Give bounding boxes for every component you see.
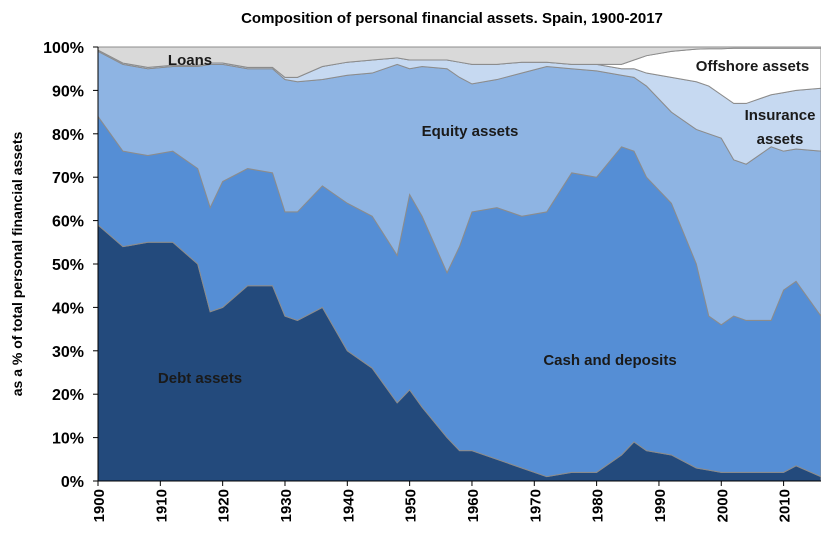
x-tick-label: 2010 <box>777 489 794 522</box>
y-tick-label: 50% <box>52 257 84 274</box>
area-label: Equity assets <box>421 123 519 140</box>
y-tick-label: 0% <box>61 474 84 491</box>
area-label: Loans <box>167 52 213 69</box>
y-tick-label: 10% <box>52 431 84 448</box>
chart-title: Composition of personal financial assets… <box>241 10 663 27</box>
x-tick-label: 1950 <box>403 489 420 522</box>
x-tick-label: 1970 <box>527 489 544 522</box>
y-tick-label: 90% <box>52 83 84 100</box>
x-tick-label: 1900 <box>91 489 108 522</box>
x-tick-label: 1920 <box>216 489 233 522</box>
x-tick-label: 1910 <box>153 489 170 522</box>
y-tick-label: 70% <box>52 170 84 187</box>
y-axis-label: as a % of total personal financial asset… <box>9 132 25 397</box>
area-label: Cash and deposits <box>543 352 677 369</box>
area-label: Offshore assets <box>695 58 810 75</box>
x-tick-label: 2000 <box>714 489 731 522</box>
x-tick-label: 1930 <box>278 489 295 522</box>
x-tick-label: 1980 <box>590 489 607 522</box>
y-tick-label: 80% <box>52 127 84 144</box>
area <box>97 46 821 78</box>
y-tick-label: 30% <box>52 344 84 361</box>
y-tick-label: 40% <box>52 300 84 317</box>
x-tick-label: 1940 <box>340 489 357 522</box>
y-tick-label: 100% <box>43 40 84 57</box>
area-label: Debt assets <box>157 370 243 387</box>
y-tick-label: 20% <box>52 387 84 404</box>
x-tick-label: 1990 <box>652 489 669 522</box>
area-label: Insurance assets <box>744 107 816 148</box>
y-tick-label: 60% <box>52 214 84 231</box>
x-tick-label: 1960 <box>465 489 482 522</box>
